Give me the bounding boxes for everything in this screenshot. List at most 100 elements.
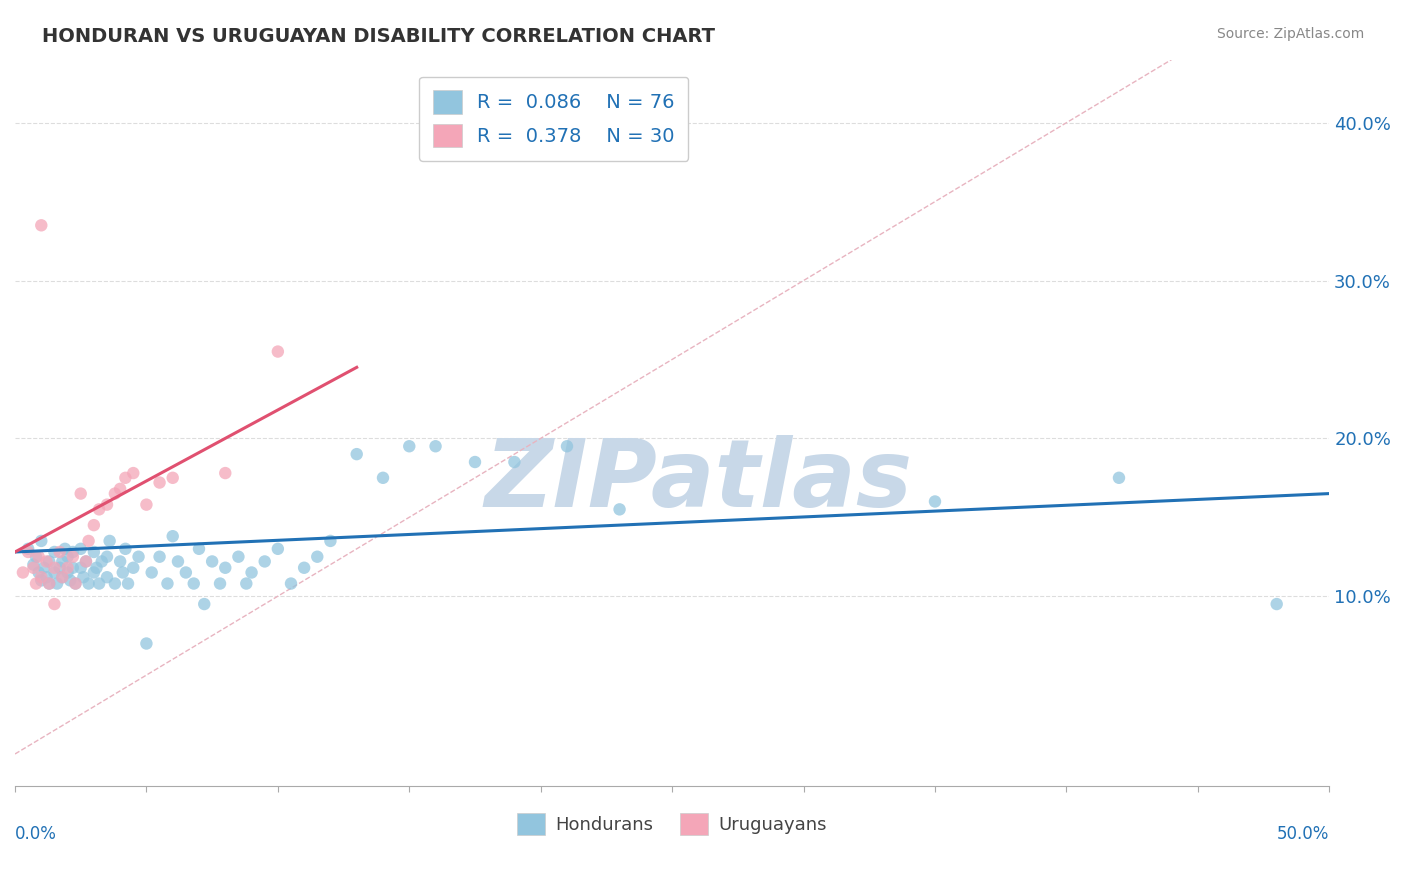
Point bbox=[98, 533, 121, 548]
Point bbox=[114, 471, 136, 485]
Text: 50.0%: 50.0% bbox=[1277, 825, 1329, 844]
Point bbox=[62, 561, 84, 575]
Point bbox=[141, 566, 163, 580]
Point bbox=[464, 455, 486, 469]
Point bbox=[174, 566, 197, 580]
Point bbox=[346, 447, 368, 461]
Point bbox=[1108, 471, 1130, 485]
Point bbox=[38, 576, 60, 591]
Point bbox=[51, 570, 73, 584]
Point bbox=[96, 549, 118, 564]
Point bbox=[69, 561, 91, 575]
Point bbox=[48, 561, 70, 575]
Point bbox=[46, 576, 69, 591]
Point bbox=[56, 566, 79, 580]
Point bbox=[188, 541, 211, 556]
Point bbox=[83, 545, 105, 559]
Point bbox=[44, 597, 66, 611]
Point bbox=[87, 502, 110, 516]
Point bbox=[267, 344, 290, 359]
Point bbox=[162, 471, 184, 485]
Text: ZIPatlas: ZIPatlas bbox=[484, 434, 912, 526]
Point bbox=[30, 570, 52, 584]
Point bbox=[48, 545, 70, 559]
Legend: Hondurans, Uruguayans: Hondurans, Uruguayans bbox=[510, 805, 834, 842]
Point bbox=[30, 533, 52, 548]
Text: Source: ZipAtlas.com: Source: ZipAtlas.com bbox=[1216, 27, 1364, 41]
Point bbox=[924, 494, 946, 508]
Point bbox=[96, 570, 118, 584]
Point bbox=[44, 561, 66, 575]
Point bbox=[128, 549, 150, 564]
Point bbox=[35, 554, 58, 568]
Point bbox=[104, 486, 127, 500]
Point bbox=[17, 541, 39, 556]
Point bbox=[201, 554, 224, 568]
Point bbox=[292, 561, 315, 575]
Point bbox=[108, 554, 131, 568]
Point bbox=[62, 549, 84, 564]
Point bbox=[114, 541, 136, 556]
Point bbox=[22, 561, 45, 575]
Point bbox=[25, 576, 48, 591]
Point bbox=[25, 549, 48, 564]
Point bbox=[214, 466, 236, 480]
Point bbox=[253, 554, 276, 568]
Point bbox=[75, 554, 97, 568]
Point bbox=[319, 533, 342, 548]
Point bbox=[44, 566, 66, 580]
Point bbox=[86, 561, 108, 575]
Point bbox=[425, 439, 447, 453]
Point bbox=[87, 576, 110, 591]
Point bbox=[75, 554, 97, 568]
Point bbox=[62, 545, 84, 559]
Point bbox=[398, 439, 420, 453]
Point bbox=[162, 529, 184, 543]
Point bbox=[11, 566, 34, 580]
Point bbox=[51, 570, 73, 584]
Point bbox=[69, 541, 91, 556]
Point bbox=[135, 498, 157, 512]
Point bbox=[228, 549, 250, 564]
Point bbox=[44, 545, 66, 559]
Point bbox=[148, 549, 170, 564]
Point bbox=[108, 482, 131, 496]
Point bbox=[51, 554, 73, 568]
Point bbox=[240, 566, 263, 580]
Point bbox=[38, 576, 60, 591]
Point bbox=[156, 576, 179, 591]
Point bbox=[555, 439, 578, 453]
Point bbox=[30, 219, 52, 233]
Point bbox=[38, 554, 60, 568]
Point bbox=[104, 576, 127, 591]
Point bbox=[183, 576, 205, 591]
Point bbox=[53, 541, 76, 556]
Point bbox=[83, 518, 105, 533]
Point bbox=[69, 486, 91, 500]
Point bbox=[65, 576, 87, 591]
Point bbox=[371, 471, 394, 485]
Point bbox=[280, 576, 302, 591]
Point bbox=[32, 561, 55, 575]
Text: 0.0%: 0.0% bbox=[15, 825, 56, 844]
Point bbox=[27, 566, 49, 580]
Point bbox=[17, 545, 39, 559]
Point bbox=[1265, 597, 1288, 611]
Point bbox=[83, 566, 105, 580]
Point bbox=[77, 533, 100, 548]
Text: HONDURAN VS URUGUAYAN DISABILITY CORRELATION CHART: HONDURAN VS URUGUAYAN DISABILITY CORRELA… bbox=[42, 27, 716, 45]
Point bbox=[65, 576, 87, 591]
Point bbox=[72, 570, 94, 584]
Point bbox=[77, 576, 100, 591]
Point bbox=[30, 574, 52, 588]
Point bbox=[122, 561, 145, 575]
Point bbox=[59, 574, 82, 588]
Point bbox=[267, 541, 290, 556]
Point bbox=[56, 561, 79, 575]
Point bbox=[90, 554, 112, 568]
Point bbox=[214, 561, 236, 575]
Point bbox=[135, 636, 157, 650]
Point bbox=[167, 554, 190, 568]
Point bbox=[235, 576, 257, 591]
Point bbox=[117, 576, 139, 591]
